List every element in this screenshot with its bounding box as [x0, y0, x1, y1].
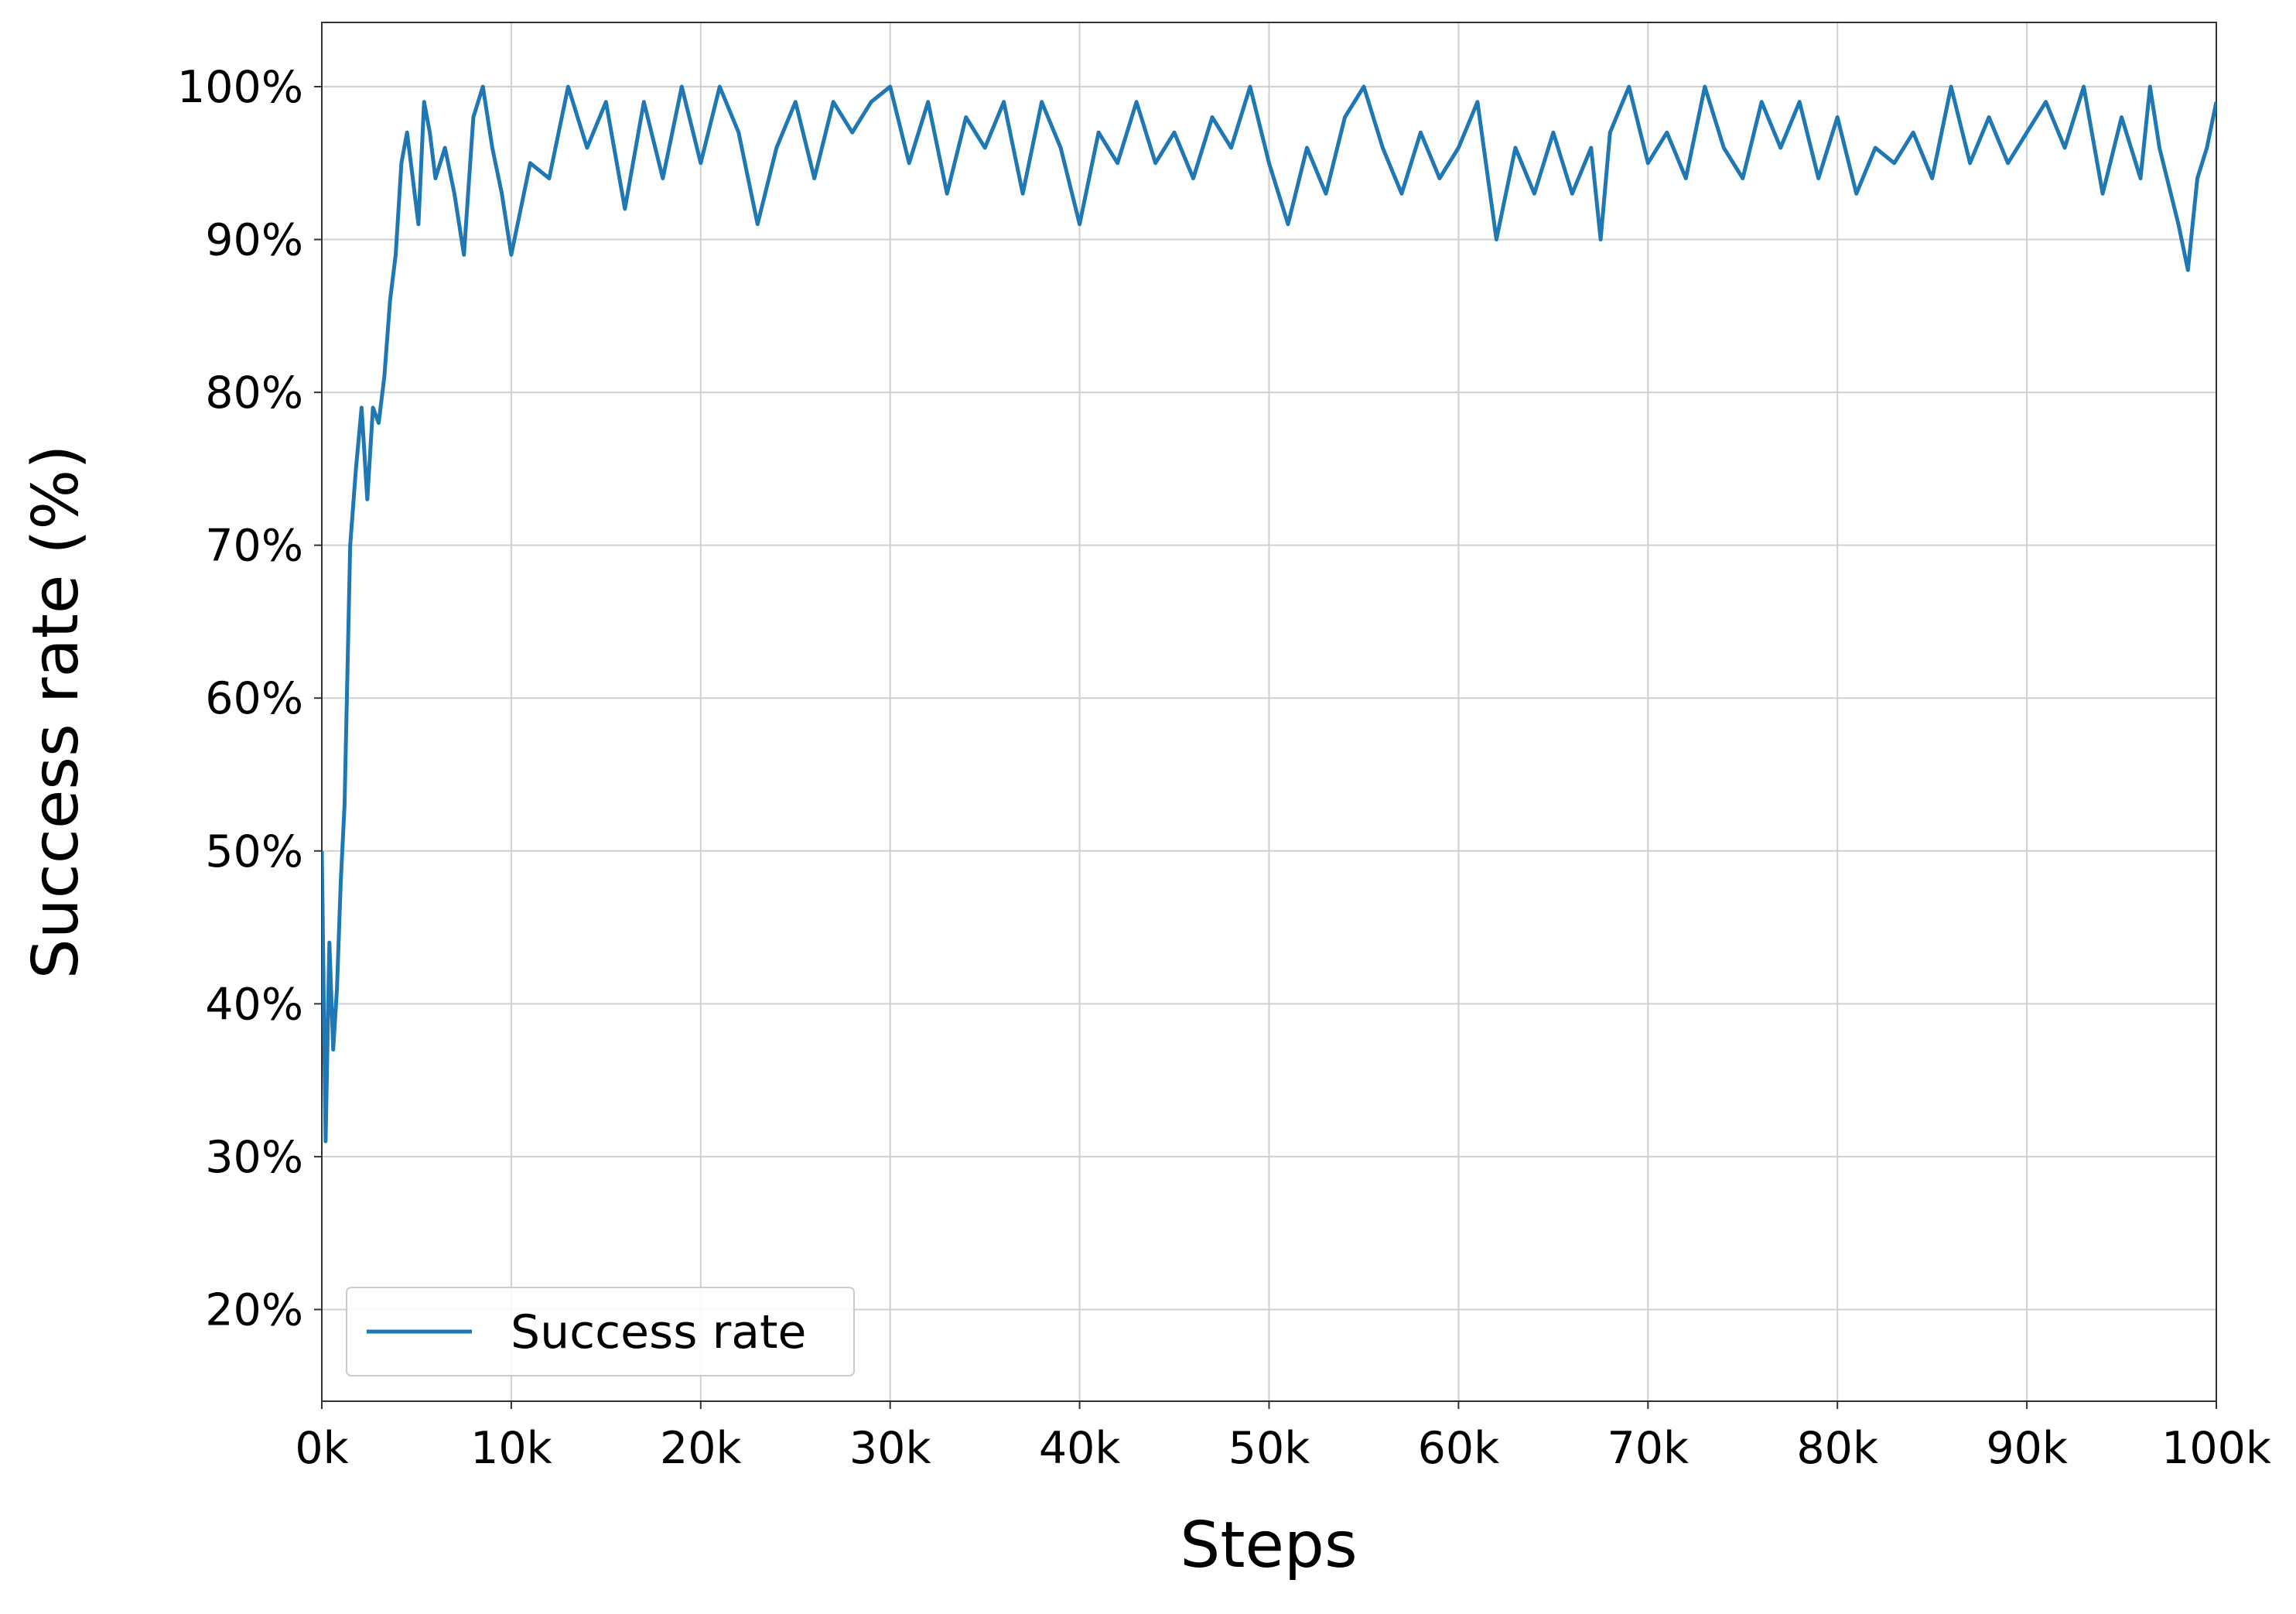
x-tick-label: 40k [1039, 1423, 1121, 1474]
legend-box [346, 1287, 855, 1376]
y-axis-label: Success rate (%) [19, 445, 93, 980]
x-tick-label: 0k [295, 1423, 348, 1474]
x-axis-label: Steps [1180, 1509, 1357, 1582]
y-tick-label: 90% [205, 215, 303, 266]
plot-frame [321, 22, 2217, 1402]
x-tick-label: 100k [2161, 1423, 2271, 1474]
y-tick-label: 20% [205, 1284, 303, 1335]
y-tick-label: 80% [205, 368, 303, 419]
x-tick-label: 90k [1986, 1423, 2068, 1474]
plot-area [322, 84, 2216, 1144]
y-tick-label: 30% [205, 1132, 303, 1183]
x-tick-label: 50k [1228, 1423, 1310, 1474]
y-tick-label: 50% [205, 826, 303, 877]
data-line [322, 84, 2216, 1144]
x-tick-label: 80k [1796, 1423, 1878, 1474]
x-tick-label: 60k [1418, 1423, 1500, 1474]
y-tick-label: 60% [205, 673, 303, 724]
y-tick-label: 100% [177, 62, 303, 113]
x-tick-label: 70k [1608, 1423, 1690, 1474]
y-tick-label: 40% [205, 979, 303, 1030]
x-tick-label: 20k [660, 1423, 742, 1474]
x-tick-label: 10k [470, 1423, 552, 1474]
x-tick-label: 30k [849, 1423, 931, 1474]
legend-label: Success rate [511, 1305, 806, 1359]
y-tick-label: 70% [205, 521, 303, 572]
